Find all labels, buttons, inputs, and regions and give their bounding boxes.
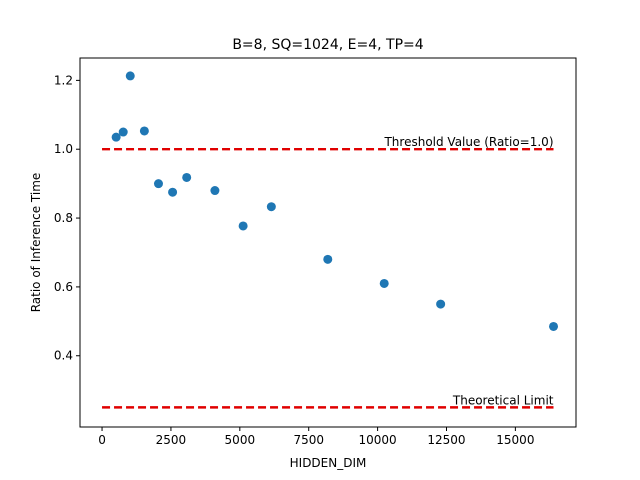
data-point xyxy=(153,179,163,189)
data-point xyxy=(210,186,220,196)
x-tick-label: 10000 xyxy=(359,433,397,447)
x-axis: 0 2500 5000 7500 10000 12500 15000 xyxy=(98,427,534,447)
x-tick-label: 7500 xyxy=(293,433,324,447)
data-point xyxy=(182,172,192,182)
data-point xyxy=(238,221,248,231)
y-axis: 0.4 0.6 0.8 1.0 1.2 xyxy=(54,73,80,363)
y-tick-label: 0.6 xyxy=(54,280,73,294)
chart-title: B=8, SQ=1024, E=4, TP=4 xyxy=(232,37,423,53)
plot-marks: Threshold Value (Ratio=1.0) Theoretical L… xyxy=(102,71,559,409)
data-point xyxy=(323,254,333,264)
data-point xyxy=(118,127,128,137)
x-tick-label: 2500 xyxy=(156,433,187,447)
data-point xyxy=(139,126,149,136)
x-tick-label: 5000 xyxy=(225,433,256,447)
y-tick-label: 1.2 xyxy=(54,73,73,87)
x-tick-label: 12500 xyxy=(427,433,465,447)
data-point xyxy=(111,132,121,142)
y-axis-label: Ratio of Inference Time xyxy=(29,173,43,313)
y-tick-label: 1.0 xyxy=(54,142,73,156)
y-tick-label: 0.4 xyxy=(54,349,73,363)
x-tick-label: 15000 xyxy=(496,433,534,447)
reference-line-label: Threshold Value (Ratio=1.0) xyxy=(383,135,553,149)
y-tick-label: 0.8 xyxy=(54,211,73,225)
reference-line-label: Theoretical Limit xyxy=(452,393,554,407)
x-tick-label: 0 xyxy=(98,433,106,447)
data-point xyxy=(266,202,276,212)
data-point xyxy=(379,278,389,288)
plot-area-frame xyxy=(79,57,577,428)
x-axis-label: HIDDEN_DIM xyxy=(290,456,367,470)
data-point xyxy=(168,187,178,197)
data-point xyxy=(125,71,135,81)
data-point xyxy=(436,299,446,309)
data-point xyxy=(549,321,559,331)
